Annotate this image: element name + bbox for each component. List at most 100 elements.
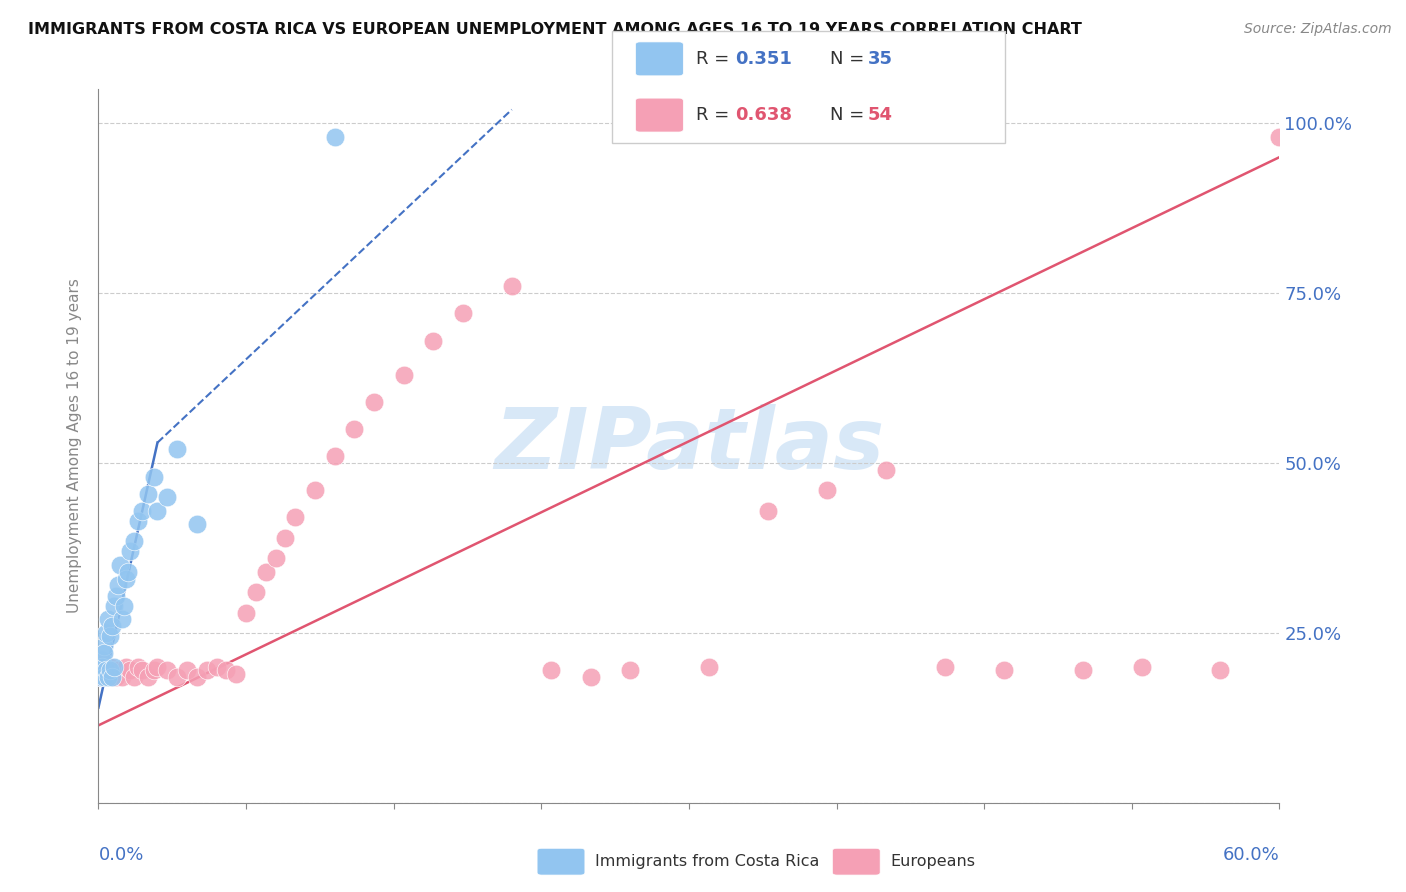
Point <box>96 670 118 684</box>
Point <box>323 129 346 144</box>
Point <box>235 606 257 620</box>
Point <box>392 368 415 382</box>
Text: Source: ZipAtlas.com: Source: ZipAtlas.com <box>1244 22 1392 37</box>
Point <box>186 670 208 684</box>
Text: IMMIGRANTS FROM COSTA RICA VS EUROPEAN UNEMPLOYMENT AMONG AGES 16 TO 19 YEARS CO: IMMIGRANTS FROM COSTA RICA VS EUROPEAN U… <box>28 22 1083 37</box>
Point <box>97 670 120 684</box>
Point <box>1209 663 1232 677</box>
Point <box>122 670 145 684</box>
Point <box>136 670 159 684</box>
Point <box>934 660 956 674</box>
Point <box>98 663 121 677</box>
Point <box>103 599 125 613</box>
Point <box>122 534 145 549</box>
Point <box>118 544 141 558</box>
Point <box>98 660 121 674</box>
Point <box>619 663 641 677</box>
Text: 0.0%: 0.0% <box>98 846 143 863</box>
Text: Europeans: Europeans <box>890 855 974 869</box>
Point <box>284 510 307 524</box>
Text: N =: N = <box>830 50 869 68</box>
Point <box>540 663 562 677</box>
Point <box>127 514 149 528</box>
Point <box>166 442 188 457</box>
Point <box>101 670 124 684</box>
Point <box>108 558 131 572</box>
Point <box>1071 663 1094 677</box>
Point <box>451 306 474 320</box>
Point <box>245 585 267 599</box>
Point <box>756 503 779 517</box>
Point <box>107 663 129 677</box>
Point <box>422 334 444 348</box>
Point <box>91 660 114 674</box>
Point <box>131 503 153 517</box>
Point <box>101 670 124 684</box>
Point <box>225 666 247 681</box>
Point <box>146 660 169 674</box>
Text: 0.638: 0.638 <box>735 106 793 124</box>
Text: R =: R = <box>696 50 735 68</box>
Point <box>93 670 115 684</box>
Point <box>111 670 134 684</box>
Point <box>156 663 179 677</box>
Text: ZIPatlas: ZIPatlas <box>494 404 884 488</box>
Point <box>101 619 124 633</box>
Point <box>264 551 287 566</box>
Point <box>501 279 523 293</box>
Point <box>875 463 897 477</box>
Point <box>105 670 128 684</box>
Text: N =: N = <box>830 106 869 124</box>
Point <box>579 670 602 684</box>
Point <box>91 653 114 667</box>
Point <box>105 589 128 603</box>
Point <box>166 670 188 684</box>
Point <box>343 422 366 436</box>
Point <box>103 663 125 677</box>
Point <box>176 663 198 677</box>
Point <box>89 670 111 684</box>
Point <box>1130 660 1153 674</box>
Point <box>98 629 121 643</box>
Point <box>815 483 838 498</box>
Point <box>89 663 111 677</box>
Point <box>91 663 114 677</box>
Point <box>93 646 115 660</box>
Point <box>1268 129 1291 144</box>
Point <box>697 660 720 674</box>
Point <box>118 663 141 677</box>
Point <box>111 612 134 626</box>
Point <box>97 612 120 626</box>
Point <box>215 663 238 677</box>
Point <box>323 449 346 463</box>
Text: 54: 54 <box>868 106 893 124</box>
Point <box>993 663 1015 677</box>
Point <box>96 626 118 640</box>
Point <box>127 660 149 674</box>
Point <box>117 565 139 579</box>
Point <box>195 663 218 677</box>
Point <box>142 469 165 483</box>
Point <box>93 657 115 671</box>
Point <box>115 572 138 586</box>
Text: 60.0%: 60.0% <box>1223 846 1279 863</box>
Point <box>103 660 125 674</box>
Point <box>186 517 208 532</box>
Text: Immigrants from Costa Rica: Immigrants from Costa Rica <box>595 855 820 869</box>
Point <box>93 640 115 654</box>
Point <box>363 394 385 409</box>
Text: R =: R = <box>696 106 735 124</box>
Point <box>146 503 169 517</box>
Point <box>131 663 153 677</box>
Point <box>96 663 118 677</box>
Point <box>112 599 135 613</box>
Point <box>97 666 120 681</box>
Point <box>156 490 179 504</box>
Point <box>205 660 228 674</box>
Point <box>89 670 111 684</box>
Y-axis label: Unemployment Among Ages 16 to 19 years: Unemployment Among Ages 16 to 19 years <box>67 278 83 614</box>
Text: 0.351: 0.351 <box>735 50 792 68</box>
Point <box>274 531 297 545</box>
Point <box>107 578 129 592</box>
Point <box>304 483 326 498</box>
